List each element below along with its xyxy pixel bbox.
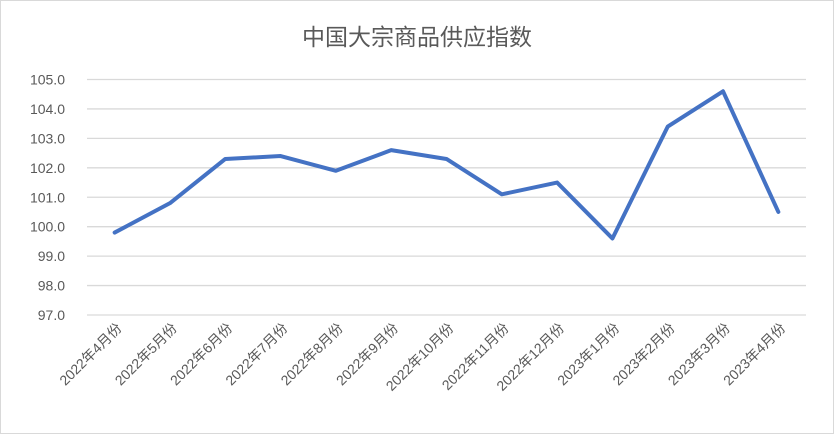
series-line bbox=[112, 89, 781, 241]
y-tick-label: 97.0 bbox=[38, 307, 65, 323]
y-tick-label: 101.0 bbox=[30, 189, 65, 205]
y-tick-label: 102.0 bbox=[30, 160, 65, 176]
y-tick-label: 105.0 bbox=[30, 72, 65, 88]
y-tick-label: 103.0 bbox=[30, 130, 65, 146]
y-tick-label: 100.0 bbox=[30, 219, 65, 235]
chart-title: 中国大宗商品供应指数 bbox=[302, 25, 532, 51]
y-tick-label: 98.0 bbox=[38, 278, 65, 294]
y-tick-label: 99.0 bbox=[38, 248, 65, 264]
y-tick-label: 104.0 bbox=[30, 101, 65, 117]
